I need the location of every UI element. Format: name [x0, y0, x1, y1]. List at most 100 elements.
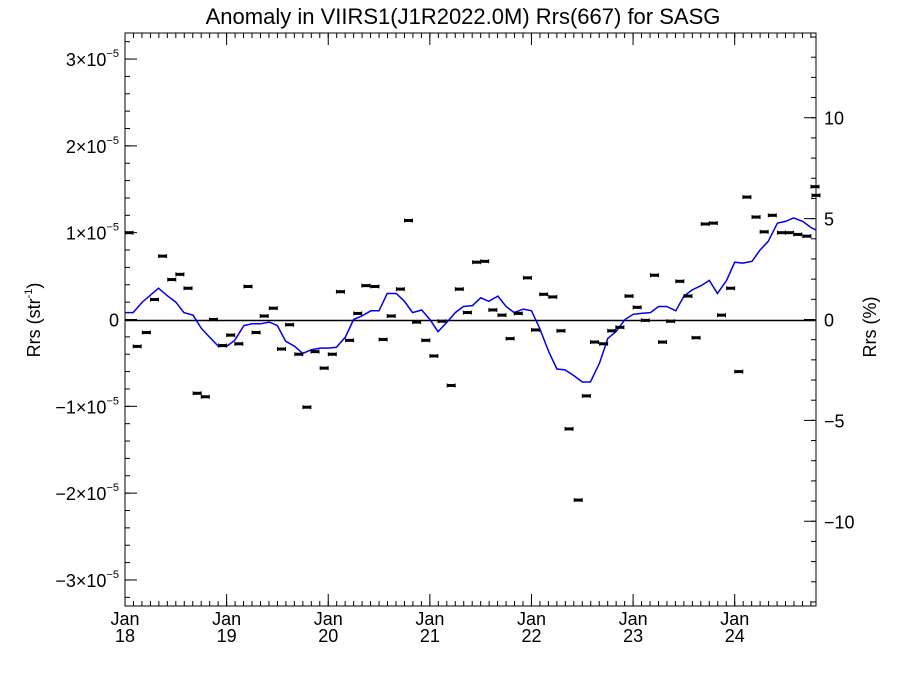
x-tick-month: Jan: [314, 609, 343, 629]
data-point: [767, 213, 777, 218]
data-point: [488, 307, 498, 312]
data-point: [259, 314, 269, 319]
data-point: [751, 215, 761, 220]
series-line: [125, 217, 817, 383]
data-point: [548, 294, 558, 299]
x-tick-year: 19: [217, 626, 237, 646]
data-point: [802, 234, 812, 239]
data-point: [421, 338, 431, 343]
data-point: [124, 230, 134, 235]
data-point: [395, 287, 405, 292]
data-point: [345, 338, 355, 343]
data-point: [785, 230, 795, 235]
x-tick-month: Jan: [517, 609, 546, 629]
data-point: [454, 287, 464, 292]
data-point: [589, 340, 599, 345]
data-point: [226, 333, 236, 338]
x-tick-year: 18: [115, 626, 135, 646]
data-point: [268, 306, 278, 311]
x-tick-year: 23: [623, 626, 643, 646]
data-point: [793, 232, 803, 237]
x-tick-month: Jan: [212, 609, 241, 629]
right-tick-label: 10: [824, 109, 844, 129]
x-tick-month: Jan: [720, 609, 749, 629]
right-tick-label: 0: [824, 311, 834, 331]
data-point: [607, 328, 617, 333]
data-point: [446, 383, 456, 388]
data-point: [810, 184, 820, 189]
data-point: [691, 335, 701, 340]
data-point: [327, 352, 337, 357]
x-tick-year: 24: [725, 626, 745, 646]
data-point: [302, 405, 312, 410]
data-point: [149, 297, 159, 302]
data-point: [776, 230, 786, 235]
data-point: [564, 426, 574, 431]
data-point: [505, 336, 515, 341]
data-point: [708, 221, 718, 226]
left-tick-label: 1×10−5: [66, 222, 119, 244]
left-tick-label: 0: [109, 311, 119, 331]
data-point: [726, 286, 736, 291]
data-point: [335, 289, 345, 294]
data-point: [472, 260, 482, 265]
data-point: [649, 273, 659, 278]
left-axis: 3×10−5 2×10−5 1×10−5 0 −1×10−5 −2×10−5 −3×10−5: [55, 41, 137, 598]
data-point: [192, 391, 202, 396]
data-point: [361, 283, 371, 288]
data-point: [734, 369, 744, 374]
data-point: [200, 394, 210, 399]
data-point: [141, 330, 151, 335]
right-tick-label: −10: [824, 512, 855, 532]
right-axis: 10 5 0 −5 −10: [804, 36, 855, 603]
data-point: [218, 343, 228, 348]
data-point: [599, 341, 609, 346]
data-point: [556, 328, 566, 333]
data-point: [658, 340, 668, 345]
data-point: [158, 254, 168, 259]
data-point: [811, 193, 821, 198]
data-point: [675, 279, 685, 284]
data-point: [462, 310, 472, 315]
left-tick-label: −1×10−5: [55, 395, 119, 417]
data-point: [234, 341, 244, 346]
data-point: [700, 222, 710, 226]
data-point: [480, 259, 490, 264]
data-point: [353, 311, 363, 316]
data-point: [378, 337, 388, 342]
data-point: [742, 195, 752, 200]
data-point: [167, 277, 177, 282]
y-axis-label-right: Rrs (%): [860, 297, 880, 358]
data-point: [429, 353, 439, 358]
data-point: [412, 320, 422, 325]
data-point: [319, 366, 329, 371]
data-point: [632, 305, 642, 310]
data-point: [285, 322, 295, 327]
x-tick-year: 20: [318, 626, 338, 646]
x-tick-year: 22: [521, 626, 541, 646]
data-point: [294, 352, 304, 357]
data-point: [615, 325, 625, 330]
left-tick-label: −3×10−5: [55, 569, 119, 591]
data-point: [683, 294, 693, 299]
data-point: [759, 229, 769, 234]
data-point: [522, 275, 532, 280]
data-point: [437, 319, 447, 324]
data-point: [513, 311, 523, 316]
data-point: [539, 292, 549, 297]
data-point: [251, 330, 261, 335]
data-point: [310, 349, 320, 354]
right-tick-label: 5: [824, 210, 834, 230]
x-tick-year: 21: [420, 626, 440, 646]
left-tick-label: −2×10−5: [55, 482, 119, 504]
data-point: [243, 284, 253, 289]
data-point: [132, 344, 142, 349]
anomaly-line: [125, 217, 817, 383]
data-point: [208, 317, 218, 322]
data-point: [624, 294, 634, 299]
data-point: [386, 314, 396, 319]
x-tick-month: Jan: [110, 609, 139, 629]
data-point: [640, 318, 650, 323]
